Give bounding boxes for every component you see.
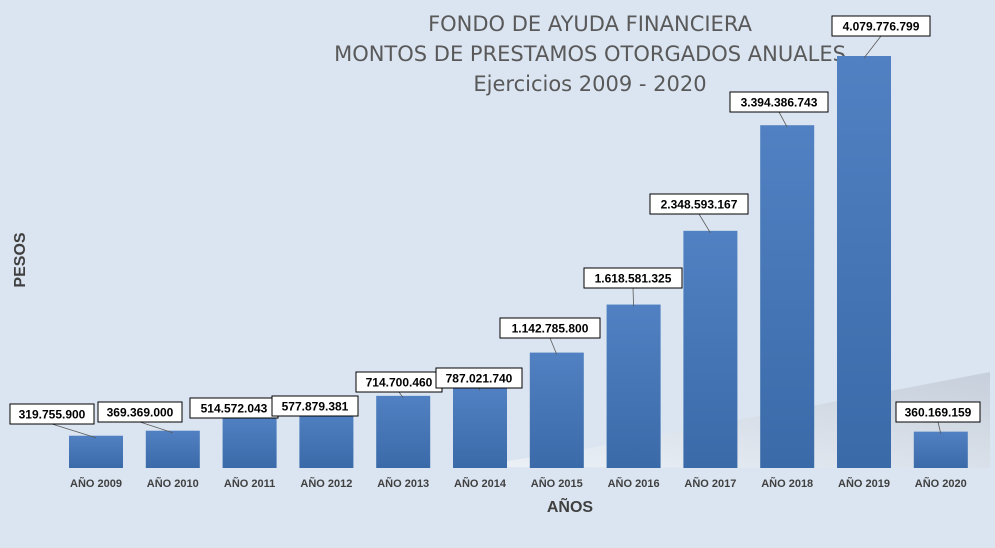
bars-group xyxy=(69,56,968,468)
data-label: 787.021.740 xyxy=(446,372,513,386)
data-label: 4.079.776.799 xyxy=(843,20,920,34)
x-tick-label: AÑO 2009 xyxy=(70,477,122,490)
x-tick-label: AÑO 2012 xyxy=(300,477,352,490)
data-label: 514.572.043 xyxy=(201,402,268,416)
data-label-box xyxy=(97,401,183,423)
bar-a-o-2015 xyxy=(529,352,584,468)
bar-a-o-2011 xyxy=(222,416,277,468)
data-label-leader-line xyxy=(937,421,942,434)
x-tick-label: AÑO 2019 xyxy=(838,477,890,490)
data-label-box xyxy=(271,395,359,417)
data-label: 360.169.159 xyxy=(905,406,972,420)
data-label: 1.618.581.325 xyxy=(595,272,672,286)
data-labels-group: 319.755.900 369.369.000 514.572.043 577.879… xyxy=(9,15,981,425)
bar-a-o-2013 xyxy=(376,395,431,468)
data-label-box xyxy=(9,403,95,425)
data-label: 577.879.381 xyxy=(282,400,349,414)
data-label-leader-line xyxy=(139,421,173,434)
data-label-box xyxy=(499,317,601,339)
bar-a-o-2012 xyxy=(299,409,354,468)
data-label: 2.348.593.167 xyxy=(661,198,738,212)
x-tick-label: AÑO 2010 xyxy=(147,477,199,490)
bar-a-o-2010 xyxy=(145,430,200,468)
x-tick-label: AÑO 2016 xyxy=(608,477,660,490)
data-label: 714.700.460 xyxy=(366,376,433,390)
x-tick-label: AÑO 2018 xyxy=(761,477,813,490)
bar-a-o-2016 xyxy=(606,304,661,468)
bar-a-o-2018 xyxy=(760,125,815,468)
data-label-leader-line xyxy=(398,391,404,399)
data-label-leader-line xyxy=(51,423,97,439)
data-label-leader-line xyxy=(863,35,882,59)
data-label-box xyxy=(831,15,931,37)
bar-a-o-2020 xyxy=(913,431,968,468)
x-tick-label: AÑO 2020 xyxy=(915,477,967,490)
x-tick-label: AÑO 2011 xyxy=(224,477,275,490)
bar-a-o-2014 xyxy=(453,388,507,468)
data-label-leader-line xyxy=(549,337,558,355)
chart-title-line-2: MONTOS DE PRESTAMOS OTORGADOS ANUALES xyxy=(334,42,846,66)
data-label-leader-line xyxy=(778,111,788,128)
data-label: 319.755.900 xyxy=(19,408,86,422)
x-tick-labels-group: AÑO 2009 AÑO 2010 AÑO 2011 AÑO 2012 AÑO 2013… xyxy=(70,477,967,490)
x-tick-label: AÑO 2013 xyxy=(377,477,429,490)
data-label-box xyxy=(729,91,829,113)
data-label: 369.369.000 xyxy=(107,406,174,420)
chart-subtitle: Ejercicios 2009 - 2020 xyxy=(473,72,707,96)
data-label: 3.394.386.743 xyxy=(741,96,818,110)
chart-title-line-1: FONDO DE AYUDA FINANCIERA xyxy=(428,12,752,36)
x-axis-label: AÑOS xyxy=(546,499,594,516)
x-tick-label: AÑO 2014 xyxy=(454,477,507,490)
data-label: 1.142.785.800 xyxy=(512,322,589,336)
data-label-box xyxy=(649,193,749,215)
data-label-leader-line xyxy=(698,213,711,234)
data-label-box xyxy=(583,267,683,289)
bar-a-o-2009 xyxy=(69,435,123,468)
data-label-box xyxy=(435,367,523,389)
bar-a-o-2017 xyxy=(683,230,738,468)
data-label-box xyxy=(895,401,981,423)
x-tick-label: AÑO 2015 xyxy=(531,477,583,490)
x-tick-label: AÑO 2017 xyxy=(684,477,736,490)
data-label-leader-line xyxy=(632,287,634,307)
bar-a-o-2019 xyxy=(837,56,891,468)
